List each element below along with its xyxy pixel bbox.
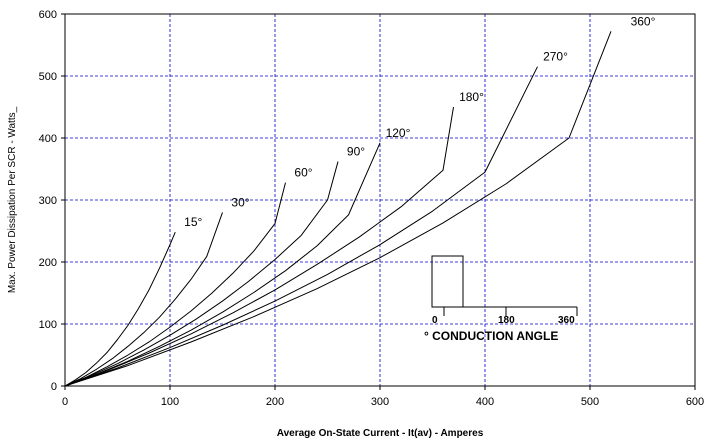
curve-label-4: 120° — [386, 126, 411, 140]
curve-3 — [64, 161, 339, 387]
y-tick-label: 300 — [39, 195, 57, 207]
curve-1 — [64, 212, 223, 387]
x-tick-label: 0 — [62, 396, 68, 408]
curve-label-6: 270° — [543, 50, 568, 64]
grid-lines — [65, 14, 695, 386]
curve-label-5: 180° — [459, 90, 484, 104]
x-axis-ticks: 0 100 200 300 400 500 600 — [62, 386, 704, 408]
curve-label-3: 90° — [347, 145, 365, 159]
inset-tick-label-360: 360 — [558, 315, 575, 326]
inset-tick-label-180: 180 — [498, 315, 515, 326]
curve-4 — [64, 142, 381, 387]
x-axis-title: Average On-State Current - It(av) - Ampe… — [277, 428, 484, 439]
curve-label-2: 60° — [294, 166, 312, 180]
x-tick-label: 200 — [266, 396, 284, 408]
x-tick-label: 400 — [476, 396, 494, 408]
x-tick-label: 100 — [161, 396, 179, 408]
y-tick-label: 100 — [39, 319, 57, 331]
x-tick-label: 500 — [581, 396, 599, 408]
curve-0 — [64, 232, 176, 387]
curve-label-1: 30° — [231, 195, 249, 209]
y-axis-title: Max. Power Dissipation Per SCR - Watts_ — [7, 106, 18, 293]
x-tick-label: 600 — [686, 396, 704, 408]
y-tick-label: 500 — [39, 71, 57, 83]
curve-2 — [64, 182, 286, 387]
curve-5 — [64, 106, 454, 387]
x-tick-label: 300 — [371, 396, 389, 408]
inset-pulse-shape — [431, 255, 464, 308]
curve-label-0: 15° — [184, 215, 202, 229]
curve-label-7: 360° — [631, 14, 656, 28]
curve-labels: 15° 30° 60° 90° 120° 180° 270° 360° — [184, 14, 655, 229]
y-axis-ticks: 0 100 200 300 400 500 600 — [39, 9, 65, 393]
y-tick-label: 400 — [39, 133, 57, 145]
conduction-angle-inset: 0 180 360 ° CONDUCTION ANGLE — [424, 255, 578, 343]
y-tick-label: 600 — [39, 9, 57, 21]
y-tick-label: 200 — [39, 257, 57, 269]
inset-caption: ° CONDUCTION ANGLE — [424, 329, 558, 343]
curve-6 — [64, 66, 538, 387]
curve-7 — [64, 31, 612, 387]
y-tick-label: 0 — [51, 381, 57, 393]
inset-tick-label-0: 0 — [432, 315, 438, 326]
curves — [64, 31, 612, 387]
